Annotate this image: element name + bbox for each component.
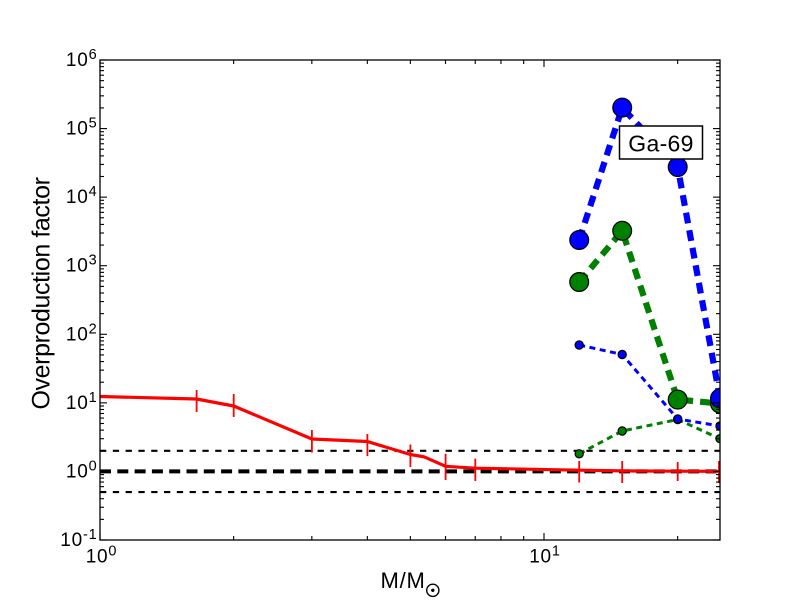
svg-text:100: 100 bbox=[86, 543, 118, 567]
svg-text:Ga-69: Ga-69 bbox=[628, 131, 693, 157]
svg-text:M/M: M/M bbox=[381, 568, 426, 593]
svg-text:101: 101 bbox=[66, 390, 98, 414]
svg-text:Overproduction factor: Overproduction factor bbox=[28, 177, 56, 409]
